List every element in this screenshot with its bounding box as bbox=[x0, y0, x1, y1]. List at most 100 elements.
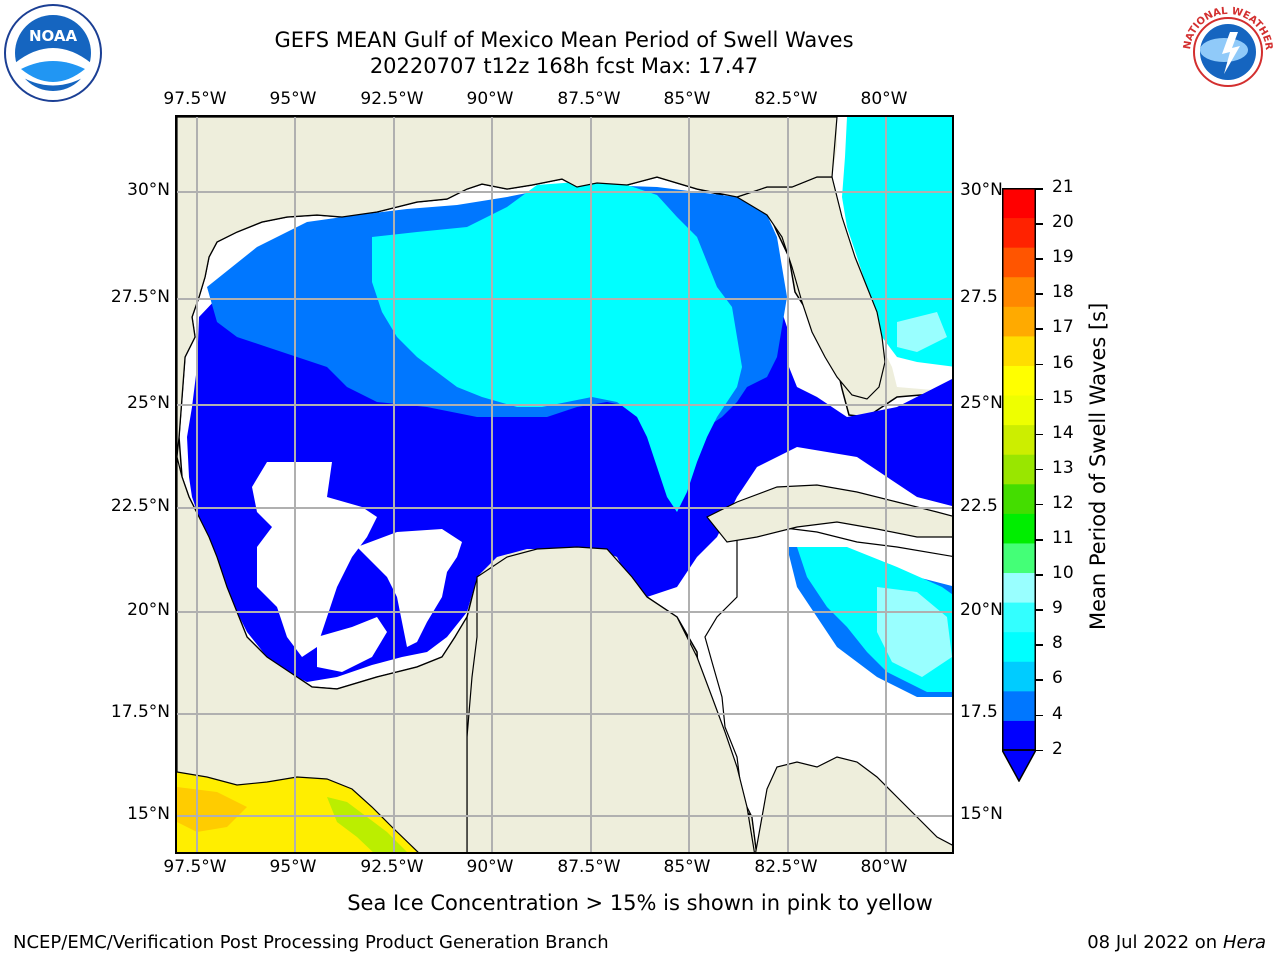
colorbar-tick-mark bbox=[1036, 574, 1043, 576]
colorbar-segment bbox=[1002, 513, 1036, 544]
lon-tick-top: 95°W bbox=[269, 89, 317, 109]
lon-tick-bottom: 80°W bbox=[860, 857, 908, 877]
colorbar-segment bbox=[1002, 335, 1036, 366]
colorbar-tick-label: 15 bbox=[1052, 387, 1074, 408]
lon-tick-bottom: 95°W bbox=[269, 857, 317, 877]
masked-area-south bbox=[317, 617, 387, 672]
colorbar-tick-mark bbox=[1036, 363, 1043, 365]
colorbar-tick-mark bbox=[1036, 398, 1043, 401]
colorbar-tick-mark bbox=[1036, 609, 1043, 611]
lat-tick-right: 15°N bbox=[960, 804, 1003, 824]
footer-host: Hera bbox=[1222, 932, 1266, 953]
colorbar-tick-mark bbox=[1036, 293, 1043, 295]
colorbar-tick-mark bbox=[1036, 258, 1043, 260]
lon-tick-top: 80°W bbox=[860, 89, 908, 109]
colorbar-segment bbox=[1002, 188, 1036, 219]
lat-tick-right: 20°N bbox=[960, 600, 1003, 620]
lon-tick-bottom: 85°W bbox=[663, 857, 711, 877]
colorbar-tick-mark bbox=[1036, 188, 1043, 190]
colorbar bbox=[1000, 188, 1038, 783]
sea-ice-note: Sea Ice Concentration > 15% is shown in … bbox=[347, 891, 933, 915]
colorbar-tick-label: 12 bbox=[1052, 492, 1074, 513]
lon-tick-bottom: 90°W bbox=[466, 857, 514, 877]
pacific-orange-patch bbox=[177, 787, 247, 832]
texas-louisiana-coast bbox=[177, 117, 838, 458]
colorbar-segment bbox=[1002, 247, 1036, 278]
graticule bbox=[177, 117, 952, 852]
colorbar-tick-label: 6 bbox=[1052, 668, 1063, 689]
colorbar-frame bbox=[1002, 188, 1036, 751]
colorbar-tick-mark bbox=[1036, 223, 1043, 225]
colorbar-segment bbox=[1002, 217, 1036, 248]
colorbar-segment bbox=[1002, 306, 1036, 337]
lat-tick-left: 22.5°N bbox=[110, 496, 170, 516]
colorbar-segment bbox=[1002, 661, 1036, 692]
colorbar-tick-mark bbox=[1036, 328, 1043, 330]
colorbar-tick-label: 9 bbox=[1052, 598, 1063, 619]
colorbar-tick-label: 20 bbox=[1052, 212, 1074, 233]
colorbar-segment bbox=[1002, 572, 1036, 603]
noaa-logo-text: NOAA bbox=[29, 27, 78, 45]
colorbar-tick-mark bbox=[1036, 749, 1043, 752]
colorbar-segment bbox=[1002, 542, 1036, 574]
lat-tick-left: 17.5°N bbox=[110, 702, 170, 722]
colorbar-segment bbox=[1002, 454, 1036, 485]
lat-tick-right: 22.5 bbox=[960, 496, 998, 516]
colorbar-tick-label: 18 bbox=[1052, 282, 1074, 303]
colorbar-tick-label: 14 bbox=[1052, 422, 1074, 443]
colorbar-tick-label: 16 bbox=[1052, 352, 1074, 373]
lat-tick-right: 25°N bbox=[960, 393, 1003, 413]
colorbar-tick-mark bbox=[1036, 644, 1043, 646]
lon-tick-bottom: 82.5°W bbox=[754, 857, 818, 877]
colorbar-segment bbox=[1002, 395, 1036, 426]
noaa-logo: NOAA bbox=[3, 3, 103, 103]
colorbar-tick-mark bbox=[1036, 714, 1043, 716]
lon-tick-top: 90°W bbox=[466, 89, 514, 109]
lat-tick-left: 20°N bbox=[127, 600, 170, 620]
footer-right: 08 Jul 2022 on Hera bbox=[1087, 932, 1266, 953]
colorbar-svg bbox=[1000, 188, 1038, 783]
lon-tick-top: 85°W bbox=[663, 89, 711, 109]
lon-tick-top: 82.5°W bbox=[754, 89, 818, 109]
pacific-green-patch bbox=[327, 797, 407, 852]
masked-area-east bbox=[357, 529, 462, 647]
colorbar-tick-label: 19 bbox=[1052, 247, 1074, 268]
colorbar-tick-mark bbox=[1036, 503, 1043, 506]
lat-tick-left: 30°N bbox=[127, 180, 170, 200]
colorbar-tick-label: 11 bbox=[1052, 528, 1074, 548]
swell-zone-cyan bbox=[372, 182, 742, 512]
colorbar-segment bbox=[1002, 483, 1036, 514]
map-panel bbox=[175, 115, 954, 854]
central-america-coast bbox=[755, 756, 952, 852]
colorbar-tick-mark bbox=[1036, 539, 1043, 541]
lon-tick-bottom: 87.5°W bbox=[557, 857, 621, 877]
colorbar-tick-mark bbox=[1036, 468, 1043, 471]
colorbar-tick-label: 4 bbox=[1052, 703, 1063, 724]
nws-logo: NATIONAL WEATHER SERVICE bbox=[1174, 0, 1278, 102]
colorbar-tick-label: 2 bbox=[1052, 738, 1063, 759]
lat-tick-left: 25°N bbox=[127, 393, 170, 413]
colorbar-segment bbox=[1002, 602, 1036, 633]
swell-zone-cyan-atlantic bbox=[842, 117, 952, 367]
swell-zone-pale-cyan bbox=[877, 587, 952, 677]
colorbar-segment bbox=[1002, 690, 1036, 721]
colorbar-label: Mean Period of Swell Waves [s] bbox=[1086, 302, 1110, 630]
colorbar-tick-mark bbox=[1036, 679, 1043, 681]
colorbar-tick-label: 17 bbox=[1052, 317, 1074, 338]
colorbar-extend-triangle bbox=[1000, 749, 1038, 783]
footer-left: NCEP/EMC/Verification Post Processing Pr… bbox=[13, 932, 609, 953]
colorbar-segment bbox=[1002, 276, 1036, 307]
lon-tick-bottom: 92.5°W bbox=[360, 857, 424, 877]
colorbar-segment bbox=[1002, 424, 1036, 455]
colorbar-tick-label: 21 bbox=[1052, 177, 1074, 197]
colorbar-segment bbox=[1002, 720, 1036, 751]
lat-tick-right: 17.5 bbox=[960, 702, 998, 722]
colorbar-tick-label: 10 bbox=[1052, 563, 1074, 584]
lat-tick-left: 15°N bbox=[127, 804, 170, 824]
lat-tick-left: 27.5°N bbox=[110, 287, 170, 307]
swell-zone-pale-cyan-atlantic bbox=[897, 312, 947, 352]
masked-area-central bbox=[252, 462, 377, 657]
lon-tick-top: 87.5°W bbox=[557, 89, 621, 109]
plot-title-line2: 20220707 t12z 168h fcst Max: 17.47 bbox=[369, 54, 759, 78]
lat-tick-right: 27.5 bbox=[960, 287, 998, 307]
